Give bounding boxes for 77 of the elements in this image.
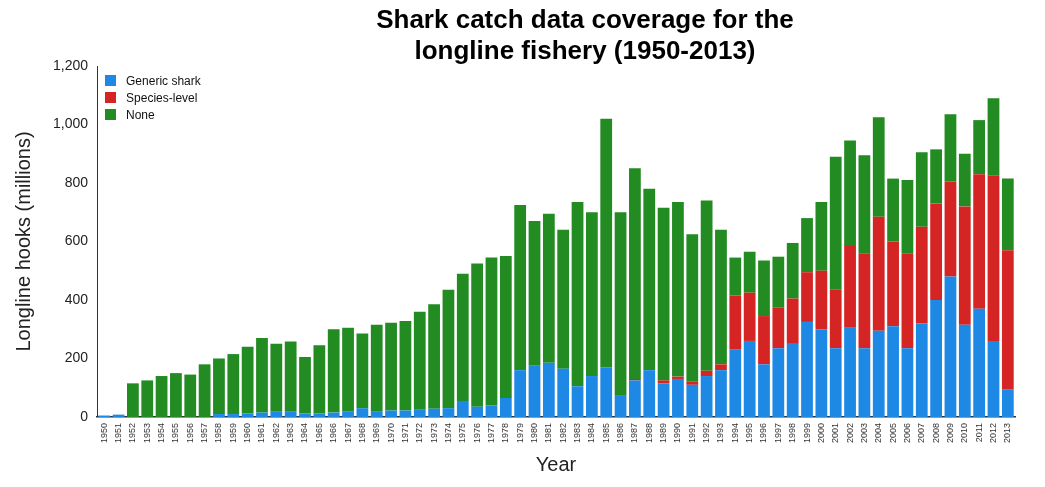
- x-tick-label: 2007: [916, 422, 927, 444]
- x-tick-label: 1962: [270, 422, 281, 444]
- x-tick-label: 2009: [944, 422, 955, 444]
- x-tick-label: 1982: [557, 422, 568, 444]
- x-tick-label: 2002: [844, 422, 855, 444]
- x-tick-label: 1989: [658, 422, 669, 444]
- x-tick-label: 2006: [901, 422, 912, 444]
- legend-label: None: [126, 107, 155, 122]
- x-tick-label: 1960: [242, 422, 253, 444]
- x-tick-label: 2004: [873, 422, 884, 444]
- x-tick-label: 1984: [586, 422, 597, 444]
- x-tick-label: 1974: [442, 422, 453, 444]
- x-tick-label: 1952: [127, 422, 138, 444]
- y-tick-label: 0: [80, 407, 89, 424]
- x-tick-label: 2012: [987, 422, 998, 444]
- x-tick-label: 1986: [615, 422, 626, 444]
- x-tick-label: 1983: [572, 422, 583, 444]
- x-tick-label: 1967: [342, 422, 353, 444]
- y-tick-label: 1,200: [52, 56, 89, 73]
- legend-label: Species-level: [126, 90, 198, 105]
- x-tick-label: 1996: [758, 422, 769, 444]
- x-tick-label: 1953: [141, 422, 152, 444]
- x-tick-label: 1963: [285, 422, 296, 444]
- x-tick-label: 1997: [772, 422, 783, 444]
- x-tick-label: 2003: [858, 422, 869, 444]
- x-tick-label: 1975: [457, 422, 468, 444]
- x-tick-label: 1965: [313, 422, 324, 444]
- y-axis-title: Longline hooks (millions): [11, 131, 34, 352]
- x-tick-label: 1992: [701, 422, 712, 444]
- x-tick-label: 1970: [385, 422, 396, 444]
- x-tick-label: 1959: [227, 422, 238, 444]
- y-tick-label: 400: [64, 290, 89, 307]
- x-tick-label: 1956: [184, 422, 195, 444]
- x-tick-label: 1964: [299, 422, 310, 444]
- x-tick-label: 1951: [113, 422, 124, 444]
- x-tick-label: 2008: [930, 422, 941, 444]
- y-tick-label: 1,000: [52, 115, 89, 132]
- x-tick-label: 1994: [729, 422, 740, 444]
- y-tick-label: 600: [64, 232, 89, 249]
- x-tick-label: 2000: [815, 422, 826, 444]
- x-tick-label: 1993: [715, 422, 726, 444]
- x-tick-label: 1976: [471, 422, 482, 444]
- x-tick-label: 1985: [600, 422, 611, 444]
- x-tick-label: 1958: [213, 422, 224, 444]
- x-tick-label: 1969: [371, 422, 382, 444]
- legend-label: Generic shark: [126, 73, 201, 88]
- chart-title: Shark catch data coverage for the longline fishery (1950-2013): [375, 4, 795, 66]
- x-tick-label: 1972: [414, 422, 425, 444]
- x-tick-label: 1999: [801, 422, 812, 444]
- x-tick-label: 1955: [170, 422, 181, 444]
- x-tick-label: 2005: [887, 422, 898, 444]
- x-tick-label: 1950: [98, 422, 109, 444]
- x-tick-label: 1981: [543, 422, 554, 444]
- x-tick-label: 1990: [672, 422, 683, 444]
- x-tick-label: 1978: [500, 422, 511, 444]
- x-tick-label: 1971: [399, 422, 410, 444]
- x-tick-label: 1980: [528, 422, 539, 444]
- y-tick-label: 800: [64, 173, 89, 190]
- x-tick-label: 2011: [973, 422, 984, 443]
- x-tick-label: 1968: [356, 422, 367, 444]
- x-axis-title: Year: [535, 452, 577, 475]
- x-tick-label: 2010: [959, 422, 970, 444]
- x-tick-label: 1977: [485, 422, 496, 444]
- x-tick-label: 1957: [199, 422, 210, 444]
- x-tick-label: 1973: [428, 422, 439, 444]
- x-tick-label: 1987: [629, 422, 640, 444]
- x-tick-label: 1966: [328, 422, 339, 444]
- x-tick-label: 2013: [1002, 422, 1013, 444]
- x-tick-label: 1961: [256, 422, 267, 444]
- x-tick-label: 1979: [514, 422, 525, 444]
- x-tick-label: 1988: [643, 422, 654, 444]
- x-tick-label: 1954: [156, 422, 167, 444]
- x-tick-label: 1991: [686, 422, 697, 444]
- x-tick-label: 2001: [830, 422, 841, 444]
- y-tick-label: 200: [64, 349, 89, 366]
- x-tick-label: 1998: [787, 422, 798, 444]
- x-tick-label: 1995: [744, 422, 755, 444]
